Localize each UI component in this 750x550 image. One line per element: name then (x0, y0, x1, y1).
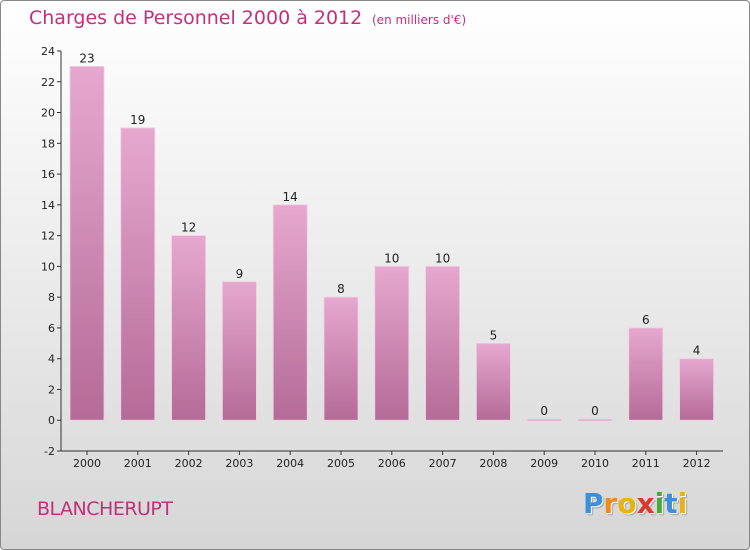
bar-2006 (374, 265, 410, 421)
y-tick-label: -2 (44, 445, 55, 458)
y-tick-label: 14 (41, 199, 55, 212)
bar-2004 (272, 204, 308, 421)
x-tick-label: 2002 (175, 457, 203, 470)
logo-letter: r (603, 487, 618, 520)
bar-value-label: 12 (181, 221, 196, 235)
bar-value-label: 9 (236, 267, 244, 281)
bar-value-label: 19 (130, 113, 145, 127)
x-tick-label: 2008 (479, 457, 507, 470)
y-tick-label: 18 (41, 137, 55, 150)
bar-2003 (221, 281, 257, 421)
bar-value-label: 10 (384, 251, 399, 265)
bar-value-label: 23 (79, 51, 94, 65)
y-tick-label: 12 (41, 230, 55, 243)
proxiti-logo: Proxiti (583, 487, 687, 520)
chart-title: Charges de Personnel 2000 à 2012 (29, 7, 363, 29)
bar-value-label: 4 (693, 344, 701, 358)
x-tick-label: 2007 (429, 457, 457, 470)
y-tick-label: 22 (41, 76, 55, 89)
x-tick-label: 2006 (378, 457, 406, 470)
logo-letter: t (664, 487, 678, 520)
bar-value-label: 10 (435, 251, 450, 265)
y-tick-label: 20 (41, 107, 55, 120)
logo-letter: P (583, 487, 604, 520)
bar-2001 (120, 127, 156, 421)
bar-2002 (171, 235, 207, 421)
bar-value-label: 0 (591, 404, 599, 418)
bar-2009 (526, 418, 562, 422)
bar-2012 (679, 358, 714, 421)
bar-2010 (577, 418, 613, 422)
unit-note: (en milliers d'€) (372, 13, 467, 27)
y-tick-label: 6 (48, 322, 55, 335)
x-tick-label: 2001 (124, 457, 152, 470)
bar-value-label: 0 (540, 404, 548, 418)
bar-2008 (475, 342, 511, 421)
y-tick-label: 16 (41, 168, 55, 181)
x-tick-label: 2004 (276, 457, 304, 470)
bar-2011 (628, 327, 664, 421)
x-tick-label: 2010 (581, 457, 609, 470)
bar-value-label: 8 (337, 282, 345, 296)
bar-2000 (69, 65, 105, 421)
x-tick-label: 2005 (327, 457, 355, 470)
y-tick-label: 8 (48, 291, 55, 304)
logo-letter: o (617, 487, 637, 520)
logo-letter: x (636, 487, 655, 520)
y-tick-label: 10 (41, 260, 55, 273)
commune-name: BLANCHERUPT (37, 498, 173, 520)
y-tick-label: 0 (48, 414, 55, 427)
logo-letter: i (677, 487, 688, 520)
bar-2005 (323, 296, 359, 421)
label-layer: 23 19 12 9 14 8 10 10 5 0 0 6 4 (79, 51, 700, 418)
x-tick-label: 2009 (530, 457, 558, 470)
y-tick-label: 4 (48, 353, 55, 366)
x-tick-label: 2011 (632, 457, 660, 470)
y-tick-label: 24 (41, 45, 55, 58)
bar-value-label: 14 (283, 190, 298, 204)
bar-2007 (425, 265, 461, 421)
bar-value-label: 6 (642, 313, 650, 327)
x-tick-label: 2000 (73, 457, 101, 470)
y-tick-label: 2 (48, 383, 55, 396)
x-tick-label: 2003 (225, 457, 253, 470)
logo-letter: i (654, 487, 665, 520)
x-tick-label: 2012 (683, 457, 711, 470)
bar-value-label: 5 (490, 328, 498, 342)
bar-layer (69, 65, 714, 422)
